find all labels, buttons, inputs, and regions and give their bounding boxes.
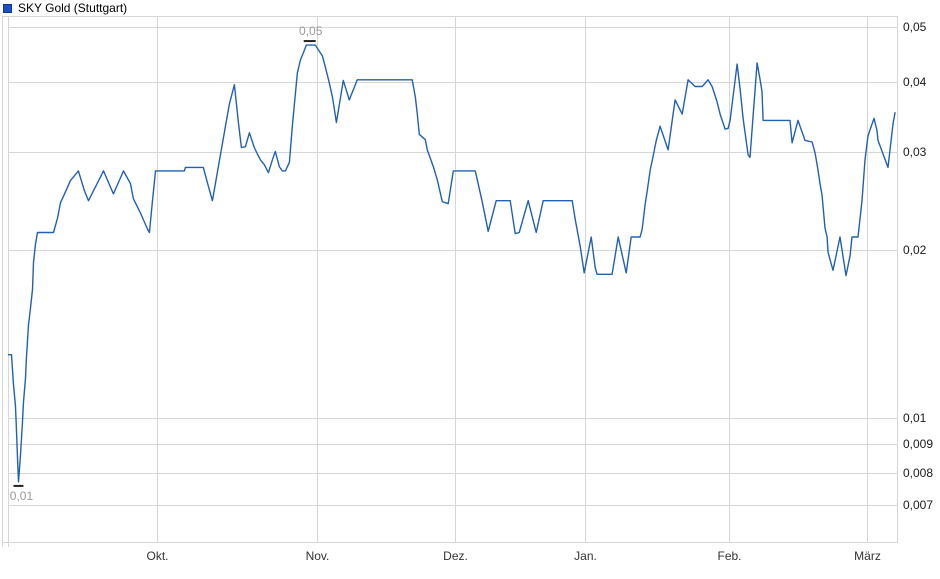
y-axis-label: 0,03 <box>903 145 927 159</box>
chart-legend: SKY Gold (Stuttgart) <box>3 2 127 14</box>
x-axis-label: Jan. <box>574 549 597 563</box>
x-axis-label: März <box>854 549 881 563</box>
price-line <box>7 44 896 483</box>
y-axis-label: 0,007 <box>903 498 933 512</box>
high-value-label: 0,05 <box>299 24 323 38</box>
y-axis-label: 0,04 <box>903 75 927 89</box>
x-axis-label: Nov. <box>306 549 330 563</box>
series-swatch-icon <box>3 3 12 13</box>
plot-frame <box>2 16 898 543</box>
y-axis-label: 0,01 <box>903 411 927 425</box>
x-axis-label: Dez. <box>443 549 468 563</box>
x-axis-label: Okt. <box>146 549 168 563</box>
y-axis-label: 0,02 <box>903 243 927 257</box>
y-axis-label: 0,05 <box>903 20 927 34</box>
y-axis-label: 0,008 <box>903 466 933 480</box>
y-axis-label: 0,009 <box>903 437 933 451</box>
x-axis-label: Feb. <box>717 549 741 563</box>
series-title: SKY Gold (Stuttgart) <box>18 1 128 15</box>
low-value-label: 0,01 <box>10 489 34 503</box>
